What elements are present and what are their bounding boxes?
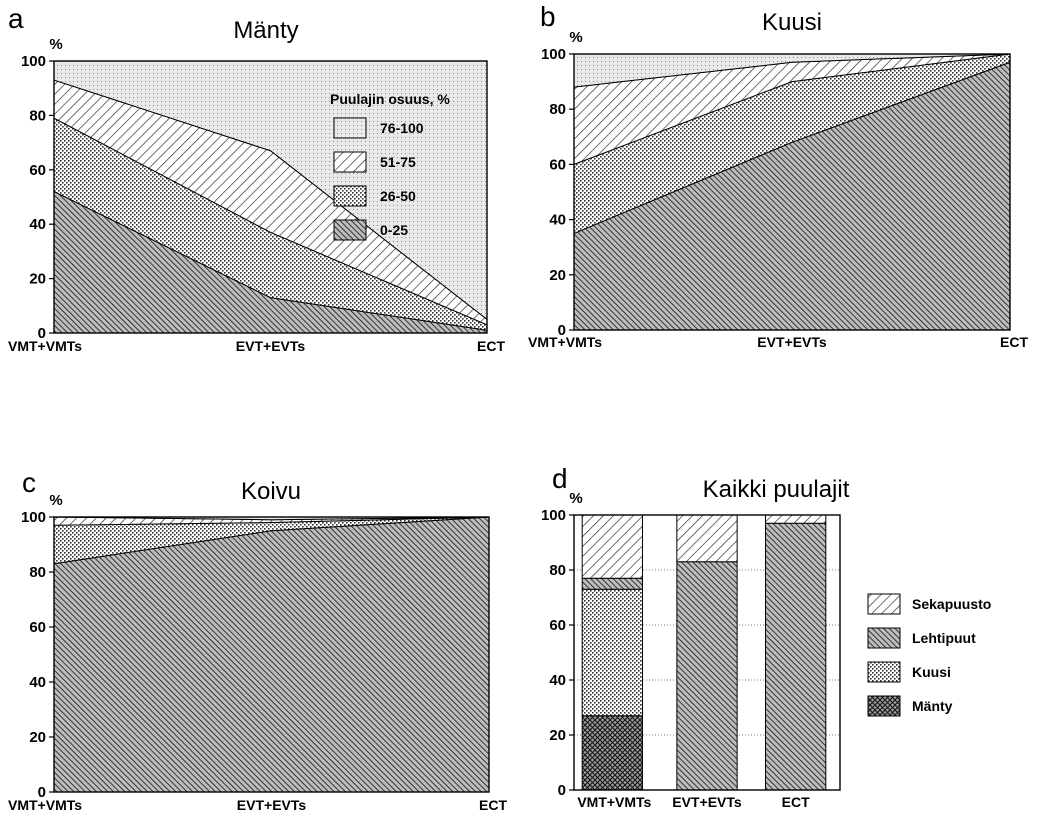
- y-tick-label: 40: [29, 216, 46, 233]
- legend-swatch: [867, 695, 901, 717]
- panel-letter: d: [552, 463, 568, 494]
- y-tick-label: 0: [558, 782, 566, 799]
- y-tick-label: 80: [29, 107, 46, 124]
- x-category-label: VMT+VMTs: [577, 794, 651, 810]
- x-category-label: EVT+EVTs: [237, 797, 307, 813]
- y-tick-label: 20: [549, 267, 566, 284]
- y-tick-label: 100: [541, 507, 566, 524]
- legend-label: 51-75: [380, 154, 416, 170]
- legend-swatch: [333, 185, 367, 207]
- y-tick-label: 0: [38, 325, 46, 342]
- y-tick-label: 0: [38, 784, 46, 801]
- chart-title: Kaikki puulajit: [703, 476, 850, 503]
- y-axis-unit: %: [49, 492, 62, 509]
- panel-letter: a: [8, 3, 24, 34]
- panel-c: c Koivu% 0 20 40 60 80 100 VMT+VMTs EVT+EVTs ECT: [8, 467, 507, 813]
- legend-label: Sekapuusto: [912, 596, 991, 612]
- y-tick-label: 20: [29, 729, 46, 746]
- panel-letter: b: [540, 1, 556, 32]
- panel-a: a Mänty% 0 20 40 60 80 100 VMT+VMTs EVT+EVTs ECT Pu…: [8, 3, 505, 354]
- legend-label: 76-100: [380, 120, 424, 136]
- x-category-label: ECT: [479, 797, 507, 813]
- y-tick-label: 40: [29, 674, 46, 691]
- x-category-label: ECT: [477, 338, 505, 354]
- bar-segment-Kuusi: [581, 588, 643, 717]
- y-tick-label: 100: [541, 46, 566, 63]
- y-tick-label: 60: [29, 162, 46, 179]
- legend-swatch: [333, 117, 367, 139]
- bar-segment-Lehtipuut: [765, 522, 827, 791]
- x-category-label: VMT+VMTs: [8, 797, 82, 813]
- plot-frame: [53, 60, 488, 334]
- x-category-label: EVT+EVTs: [757, 334, 827, 350]
- plot-frame: [573, 53, 1011, 331]
- y-tick-label: 60: [549, 617, 566, 634]
- x-category-label: ECT: [782, 794, 810, 810]
- legend-label: Lehtipuut: [912, 630, 976, 646]
- legend-swatch: [867, 593, 901, 615]
- y-axis-unit: %: [569, 29, 582, 46]
- bar-segment-Lehtipuut: [676, 561, 738, 791]
- y-tick-label: 20: [549, 727, 566, 744]
- x-category-label: VMT+VMTs: [8, 338, 82, 354]
- y-tick-label: 60: [29, 619, 46, 636]
- y-tick-label: 60: [549, 156, 566, 173]
- y-tick-label: 80: [549, 101, 566, 118]
- bar-segment-Sekapuusto: [581, 514, 643, 579]
- y-tick-label: 40: [549, 212, 566, 229]
- y-axis-unit: %: [569, 490, 582, 507]
- y-tick-label: 100: [21, 509, 46, 526]
- x-category-label: EVT+EVTs: [672, 794, 742, 810]
- x-category-label: VMT+VMTs: [528, 334, 602, 350]
- legend-swatch: [333, 219, 367, 241]
- panel-b: b Kuusi% 0 20 40 60 80 100 VMT+VMTs EVT+EVTs ECT: [528, 1, 1028, 350]
- legend-label: Mänty: [912, 698, 953, 714]
- bar-segment-Sekapuusto: [676, 514, 738, 563]
- legend-swatch: [867, 661, 901, 683]
- x-category-label: ECT: [1000, 334, 1028, 350]
- legend-swatch: [867, 627, 901, 649]
- area-0-25: [53, 516, 490, 793]
- y-tick-label: 20: [29, 271, 46, 288]
- chart-title: Mänty: [233, 17, 298, 44]
- panel-letter: c: [22, 467, 36, 498]
- legend-label: Kuusi: [912, 664, 951, 680]
- bar-segment-Lehtipuut: [581, 577, 643, 590]
- x-category-label: EVT+EVTs: [236, 338, 306, 354]
- y-tick-label: 40: [549, 672, 566, 689]
- legend-swatch: [333, 151, 367, 173]
- y-tick-label: 100: [21, 53, 46, 70]
- plot-frame: [573, 514, 841, 791]
- chart-title: Koivu: [241, 478, 301, 505]
- y-axis-unit: %: [49, 36, 62, 53]
- bar-segment-Sekapuusto: [765, 514, 827, 524]
- legend-title: Puulajin osuus, %: [330, 91, 450, 107]
- y-tick-label: 80: [549, 562, 566, 579]
- plot-frame: [53, 516, 490, 793]
- bar-segment-M-nty: [581, 715, 643, 791]
- chart-title: Kuusi: [762, 9, 822, 36]
- y-tick-label: 80: [29, 564, 46, 581]
- legend-label: 26-50: [380, 188, 416, 204]
- legend-label: 0-25: [380, 222, 408, 238]
- y-tick-label: 0: [558, 322, 566, 339]
- panel-d: d Kaikki puulajit% 0 20 40 60 80 100 VMT+VMTs EVT…: [541, 463, 991, 810]
